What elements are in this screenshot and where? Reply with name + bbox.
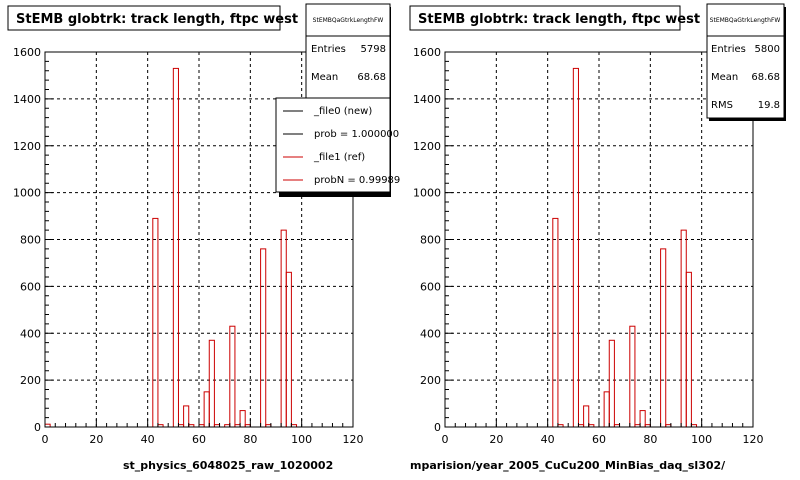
y-tick-label: 800 xyxy=(420,234,441,247)
x-tick-label: 40 xyxy=(141,433,155,446)
x-tick-label: 80 xyxy=(243,433,257,446)
histogram-bin xyxy=(183,405,190,428)
right-histogram xyxy=(552,67,698,428)
y-tick-label: 600 xyxy=(20,280,41,293)
y-tick-label: 1400 xyxy=(13,93,41,106)
legend-entry-new: _file0 (new) xyxy=(313,106,372,117)
y-tick-label: 1200 xyxy=(13,140,41,153)
y-tick-label: 1600 xyxy=(413,46,441,59)
histogram-bin xyxy=(572,67,579,428)
left-stats-entries-label: Entries xyxy=(311,44,346,55)
y-tick-label: 200 xyxy=(20,374,41,387)
legend-entry-probn: probN = 0.99989 xyxy=(314,175,400,186)
right-stats-mean-value: 68.68 xyxy=(751,72,780,83)
y-tick-label: 0 xyxy=(34,421,41,434)
right-stats-entries-value: 5800 xyxy=(755,44,780,55)
left-title-box xyxy=(7,5,281,31)
x-tick-label: 100 xyxy=(691,433,712,446)
right-stats-mean-label: Mean xyxy=(711,72,738,83)
legend-box xyxy=(275,97,391,193)
y-tick-label: 1400 xyxy=(413,93,441,106)
y-tick-label: 800 xyxy=(20,234,41,247)
x-tick-label: 0 xyxy=(442,433,449,446)
histogram-bin xyxy=(660,248,667,428)
left-histogram xyxy=(44,67,298,428)
left-panel: 0 20 40 60 80 100 1200200400600800100012001400… xyxy=(7,3,400,472)
left-axes: 0 20 40 60 80 100 1200200400600800100012001400… xyxy=(13,46,364,446)
histogram-bin xyxy=(229,325,236,428)
right-stats-name: StEMBQaGtrkLengthFW xyxy=(710,17,781,24)
histogram-bin xyxy=(603,391,610,428)
histogram-bin xyxy=(280,229,287,428)
x-tick-label: 80 xyxy=(643,433,657,446)
right-stats-rms-label: RMS xyxy=(711,100,733,111)
right-stats-rms-value: 19.8 xyxy=(758,100,780,111)
right-xlabel: mparision/year_2005_CuCu200_MinBias_daq_… xyxy=(410,459,726,472)
y-tick-label: 600 xyxy=(420,280,441,293)
left-stats-name: StEMBQaGtrkLengthFW xyxy=(313,17,384,24)
right-stats-box xyxy=(706,3,785,119)
histogram-bin xyxy=(152,217,159,428)
histogram-bin xyxy=(608,339,615,428)
histogram-bin xyxy=(239,410,246,428)
left-stats-entries-value: 5798 xyxy=(361,44,386,55)
right-grid xyxy=(445,52,753,427)
histogram-bin xyxy=(639,410,646,428)
y-tick-label: 1000 xyxy=(413,187,441,200)
left-stats-mean-value: 68.68 xyxy=(357,72,386,83)
y-tick-label: 1600 xyxy=(13,46,41,59)
legend-entry-ref: _file1 (ref) xyxy=(313,152,365,163)
left-grid xyxy=(45,52,353,427)
x-tick-label: 100 xyxy=(291,433,312,446)
histogram-bin xyxy=(172,67,179,428)
x-tick-label: 20 xyxy=(89,433,103,446)
legend-entry-prob: prob = 1.000000 xyxy=(314,129,399,140)
x-tick-label: 120 xyxy=(343,433,364,446)
y-tick-label: 1000 xyxy=(13,187,41,200)
x-tick-label: 60 xyxy=(192,433,206,446)
y-tick-label: 400 xyxy=(20,327,41,340)
right-panel: 0 20 40 60 80 100 1200200400600800100012001400… xyxy=(409,3,786,472)
right-axes: 0 20 40 60 80 100 1200200400600800100012001400… xyxy=(413,46,764,446)
histogram-bin xyxy=(629,325,636,428)
y-tick-label: 1200 xyxy=(413,140,441,153)
y-tick-label: 0 xyxy=(434,421,441,434)
x-tick-label: 120 xyxy=(743,433,764,446)
left-title: StEMB globtrk: track length, ftpc west xyxy=(16,12,298,27)
histogram-bin xyxy=(285,271,292,428)
x-tick-label: 0 xyxy=(42,433,49,446)
x-tick-label: 40 xyxy=(541,433,555,446)
histogram-bin xyxy=(203,391,210,428)
right-stats-entries-label: Entries xyxy=(711,44,746,55)
x-tick-label: 20 xyxy=(489,433,503,446)
right-title-box xyxy=(409,5,681,31)
histogram-bin xyxy=(680,229,687,428)
right-title: StEMB globtrk: track length, ftpc west xyxy=(418,12,700,27)
x-tick-label: 60 xyxy=(592,433,606,446)
left-stats-mean-label: Mean xyxy=(311,72,338,83)
y-tick-label: 400 xyxy=(420,327,441,340)
y-tick-label: 200 xyxy=(420,374,441,387)
histogram-bin xyxy=(583,405,590,428)
histogram-bin xyxy=(685,271,692,428)
left-xlabel: st_physics_6048025_raw_1020002 xyxy=(123,459,333,472)
histogram-bin xyxy=(552,217,559,428)
histogram-bin xyxy=(208,339,215,428)
histogram-bin xyxy=(260,248,267,428)
